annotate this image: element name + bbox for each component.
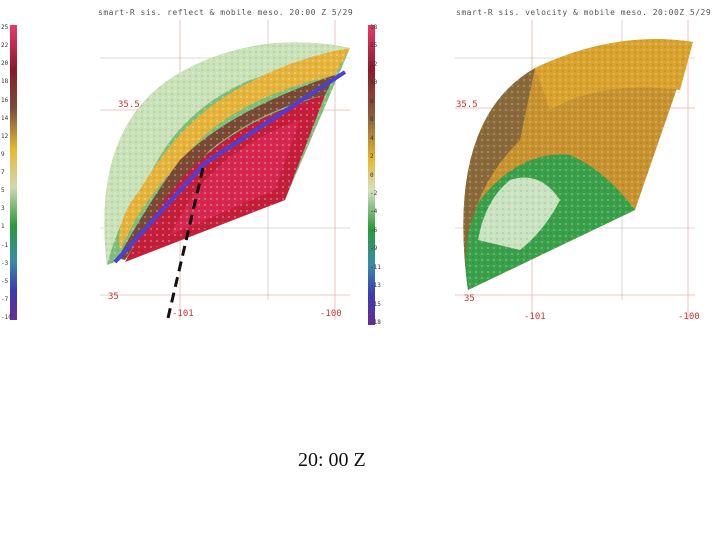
reflectivity-colorbar-tick: 5 [1, 187, 5, 195]
reflectivity-colorbar-tick: 1 [1, 223, 5, 231]
velocity-map [368, 20, 695, 325]
reflectivity-colorbar-tick: -5 [1, 277, 9, 285]
reflectivity-colorbar-tick: 14 [1, 114, 9, 122]
reflectivity-colorbar-tick: 22 [1, 42, 9, 50]
velocity-colorbar-tick: 12 [370, 60, 378, 68]
reflectivity-header: smart-R sis. reflect & mobile meso. 20:0… [98, 8, 354, 17]
lon-label-100: -100 [320, 309, 342, 319]
velocity-colorbar [368, 25, 375, 325]
velocity-panel: smart-R sis. velocity & mobile meso. 20:… [360, 0, 720, 330]
reflectivity-panel: smart-R sis. reflect & mobile meso. 20:0… [0, 0, 380, 330]
reflectivity-colorbar-tick: 20 [1, 60, 9, 68]
velocity-colorbar-tick: -6 [370, 226, 378, 234]
velocity-colorbar-tick: -11 [370, 263, 381, 271]
reflectivity-colorbar-tick: -7 [1, 295, 9, 303]
velocity-colorbar-tick: 2 [370, 153, 374, 161]
velocity-lat-label-35: 35 [464, 294, 475, 304]
reflectivity-colorbar-tick: 12 [1, 132, 9, 140]
reflectivity-colorbar-tick: 3 [1, 205, 5, 213]
lat-label-35: 35 [108, 292, 119, 302]
velocity-lon-label-101: -101 [524, 312, 546, 322]
reflectivity-colorbar-tick: -1 [1, 241, 9, 249]
time-label: 20: 00 Z [298, 449, 366, 471]
velocity-colorbar-tick: -9 [370, 245, 378, 253]
velocity-header: smart-R sis. velocity & mobile meso. 20:… [456, 8, 712, 17]
velocity-colorbar-tick: -15 [370, 300, 381, 308]
velocity-colorbar-tick: -2 [370, 189, 378, 197]
blue-boundary-line [113, 70, 347, 264]
reflectivity-colorbar-tick: 16 [1, 96, 9, 104]
velocity-colorbar-tick: 15 [370, 42, 378, 50]
velocity-colorbar-tick: 10 [370, 79, 378, 87]
reflectivity-colorbar-tick: 9 [1, 150, 5, 158]
velocity-colorbar-tick: 4 [370, 134, 374, 142]
lon-label-101: -101 [172, 309, 194, 319]
reflectivity-map [10, 20, 351, 320]
reflectivity-colorbar-tick: -10 [1, 314, 12, 321]
reflectivity-colorbar [10, 25, 17, 320]
velocity-lon-label-100: -100 [678, 312, 700, 322]
velocity-lat-label-35-5: 35.5 [456, 100, 478, 110]
reflectivity-colorbar-tick: -3 [1, 259, 9, 267]
velocity-colorbar-tick: -13 [370, 282, 381, 290]
reflectivity-colorbar-tick: 7 [1, 169, 5, 176]
reflectivity-colorbar-tick: 18 [1, 78, 9, 86]
lat-label-35-5: 35.5 [118, 100, 140, 110]
velocity-colorbar-tick: -4 [370, 208, 378, 216]
velocity-colorbar-tick: 8 [370, 97, 374, 105]
velocity-colorbar-tick: 18 [370, 24, 378, 31]
velocity-colorbar-tick: -18 [370, 319, 381, 326]
dashed-boundary-line [166, 167, 205, 319]
velocity-colorbar-tick: 6 [370, 116, 374, 124]
velocity-colorbar-tick: 0 [370, 171, 374, 179]
reflectivity-colorbar-tick: 25 [1, 24, 9, 31]
